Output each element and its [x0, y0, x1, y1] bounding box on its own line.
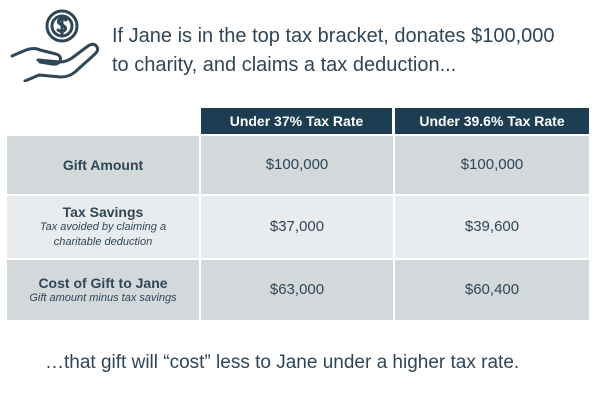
row-label: Gift Amount: [62, 157, 144, 173]
row-sublabel: Gift amount minus tax savings: [29, 291, 177, 304]
headline-line-2: to charity, and claims a tax deduction..…: [112, 54, 457, 76]
header-empty-cell: [7, 108, 201, 134]
value-39-6: $100,000: [460, 156, 524, 173]
table-header-row: Under 37% Tax Rate Under 39.6% Tax Rate: [7, 108, 589, 134]
footer-caption: …that gift will “cost” less to Jane unde…: [45, 352, 520, 373]
table-row: Cost of Gift to Jane Gift amount minus t…: [7, 258, 589, 320]
row-sublabel: Tax avoided by claiming a charitable ded…: [39, 221, 167, 248]
tax-comparison-table: Under 37% Tax Rate Under 39.6% Tax Rate …: [7, 108, 589, 320]
value-cell: $100,000: [395, 134, 589, 194]
row-label-cell: Cost of Gift to Jane Gift amount minus t…: [7, 258, 201, 320]
value-37: $63,000: [269, 281, 325, 298]
value-37: $100,000: [265, 156, 329, 173]
table-row: Gift Amount $100,000 $100,000: [7, 134, 589, 194]
hand-holding-dollar-coin-icon: [10, 9, 100, 82]
table-row: Tax Savings Tax avoided by claiming a ch…: [7, 194, 589, 258]
value-cell: $60,400: [395, 258, 589, 320]
column-header-39-6: Under 39.6% Tax Rate: [395, 108, 589, 134]
headline: If Jane is in the top tax bracket, donat…: [112, 22, 592, 80]
value-cell: $63,000: [201, 258, 395, 320]
value-cell: $37,000: [201, 194, 395, 258]
row-label-cell: Tax Savings Tax avoided by claiming a ch…: [7, 194, 201, 258]
row-label: Tax Savings: [62, 204, 144, 220]
headline-line-1: If Jane is in the top tax bracket, donat…: [112, 25, 555, 47]
value-cell: $100,000: [201, 134, 395, 194]
value-39-6: $39,600: [464, 218, 520, 235]
value-37: $37,000: [269, 218, 325, 235]
row-label: Cost of Gift to Jane: [38, 274, 168, 291]
value-cell: $39,600: [395, 194, 589, 258]
value-39-6: $60,400: [464, 281, 520, 298]
column-header-37: Under 37% Tax Rate: [201, 108, 395, 134]
row-label-cell: Gift Amount: [7, 134, 201, 194]
